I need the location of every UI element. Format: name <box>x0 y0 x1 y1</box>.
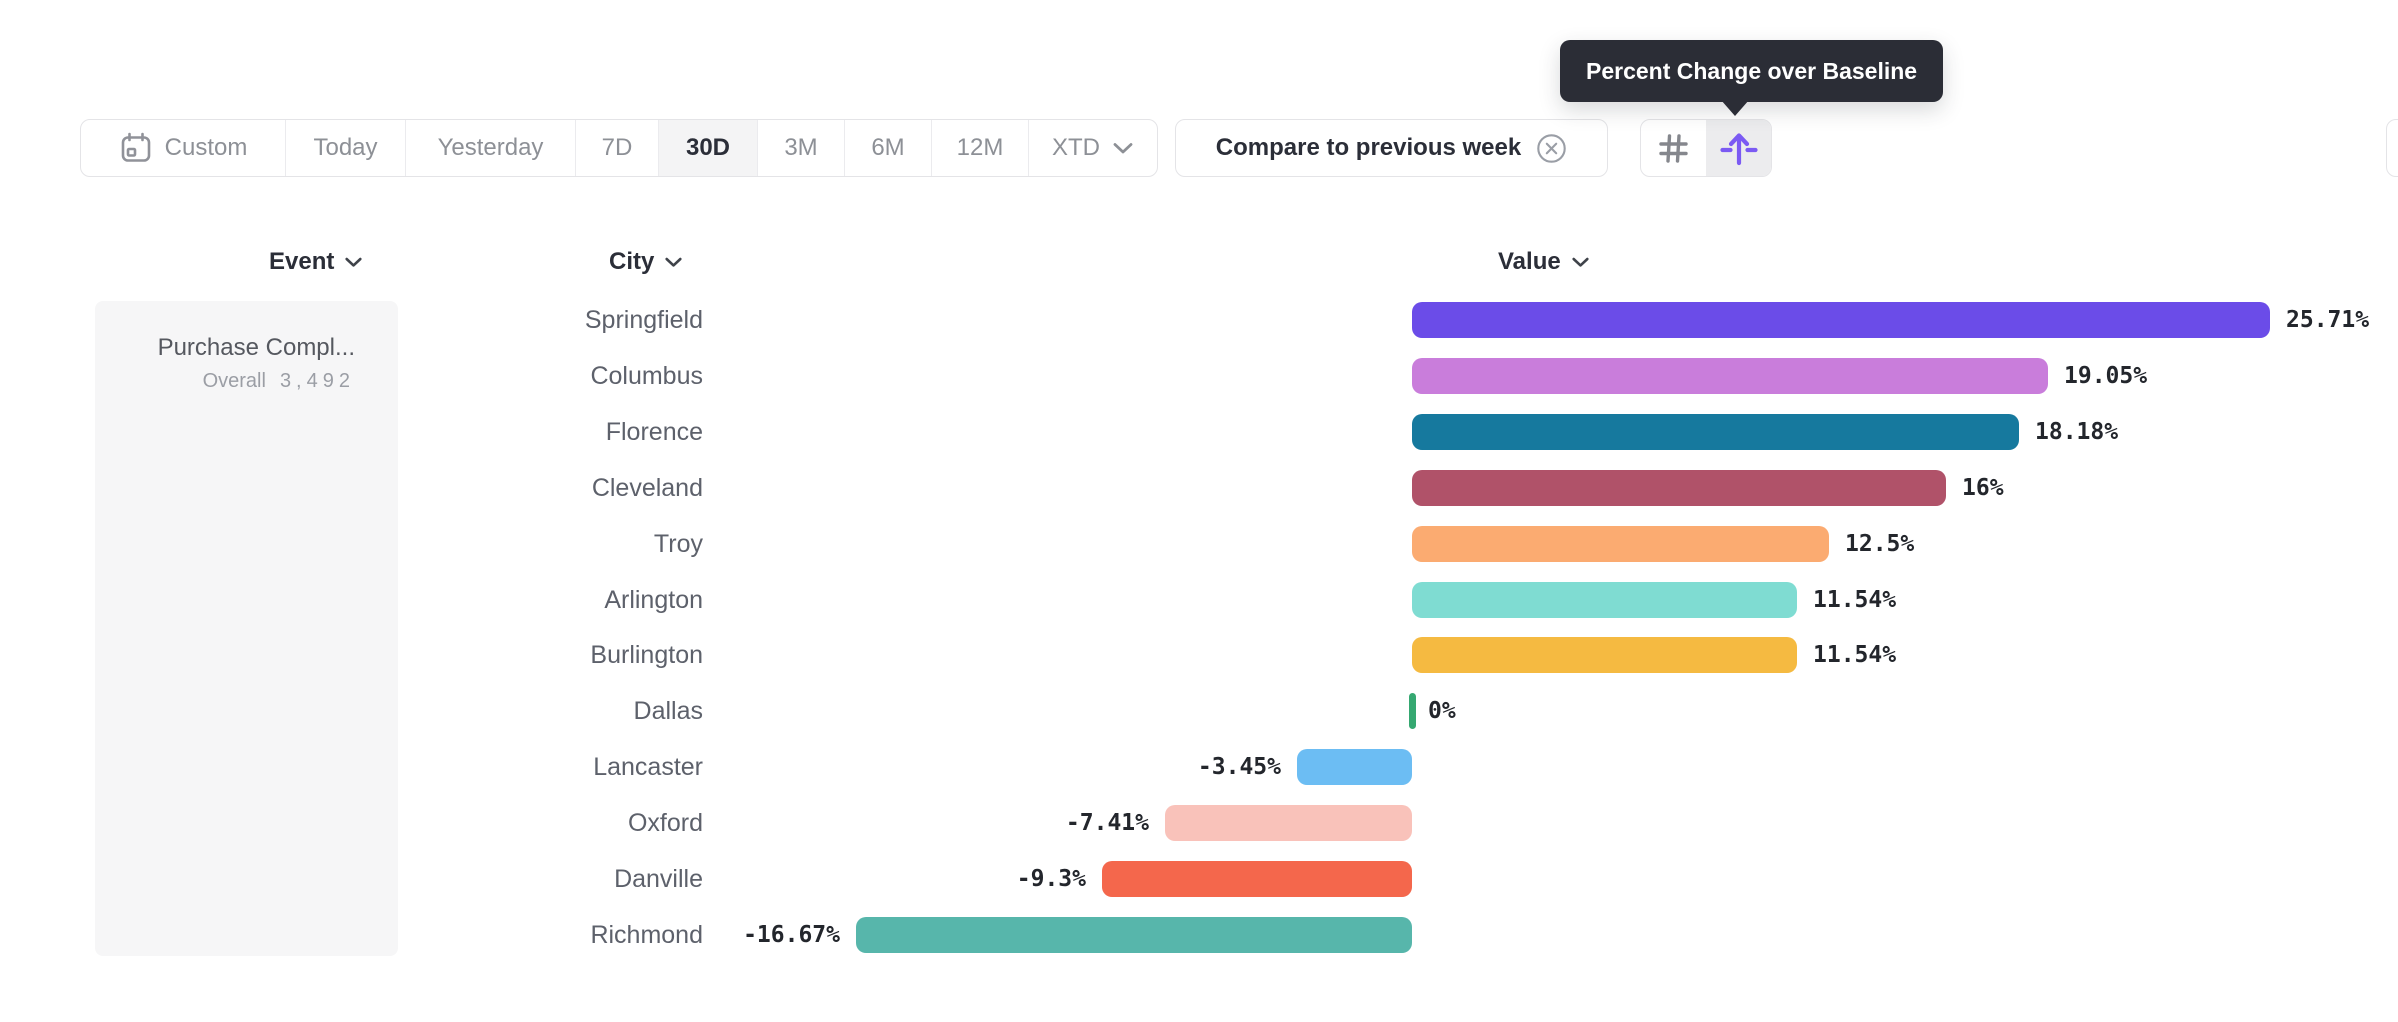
date-range-6m[interactable]: 6M <box>845 120 932 176</box>
date-range-label: 3M <box>784 134 818 161</box>
date-range-group: Custom Today Yesterday 7D 30D 3M 6M 12M XTD <box>80 119 1158 177</box>
chart-row-florence: Florence 18.18% <box>0 404 2398 460</box>
circle-x-icon[interactable] <box>1536 133 1567 164</box>
tooltip-text: Percent Change over Baseline <box>1586 57 1918 84</box>
column-header-event[interactable]: Event <box>269 248 363 276</box>
city-label: Troy <box>653 530 703 558</box>
date-range-label: Yesterday <box>437 134 544 161</box>
date-range-label: 12M <box>956 134 1004 161</box>
value-label: 11.54% <box>1813 642 1897 668</box>
chart-row-springfield: Springfield 25.71% <box>0 292 2398 348</box>
chevron-down-icon <box>345 257 363 267</box>
chart-row-dallas: Dallas 0% <box>0 683 2398 739</box>
bar-florence[interactable] <box>1412 414 2019 450</box>
city-label: Dallas <box>633 697 703 725</box>
chart-row-arlington: Arlington 11.54% <box>0 572 2398 628</box>
date-range-custom[interactable]: Custom <box>81 120 286 176</box>
chart-row-oxford: Oxford -7.41% <box>0 795 2398 851</box>
column-header-value[interactable]: Value <box>1498 248 1590 276</box>
compare-chip[interactable]: Compare to previous week <box>1175 119 1608 177</box>
value-label: 18.18% <box>2035 419 2119 445</box>
date-range-xtd[interactable]: XTD <box>1029 120 1157 176</box>
bar-danville[interactable] <box>1102 861 1412 897</box>
hash-icon <box>1659 133 1688 163</box>
chart-row-lancaster: Lancaster -3.45% <box>0 739 2398 795</box>
city-label: Burlington <box>590 641 703 669</box>
value-label: 11.54% <box>1813 587 1897 613</box>
value-header-label: Value <box>1498 248 1561 275</box>
bar-cleveland[interactable] <box>1412 470 1946 506</box>
value-label: 12.5% <box>1845 531 1915 557</box>
event-title: Purchase Compl... <box>157 334 355 361</box>
value-label: -3.45% <box>1197 754 1281 780</box>
city-header-label: City <box>609 248 655 275</box>
tooltip-caret <box>1721 100 1749 116</box>
bar-burlington[interactable] <box>1412 637 1797 673</box>
city-label: Cleveland <box>591 474 703 502</box>
bar-richmond[interactable] <box>856 917 1412 953</box>
city-label: Lancaster <box>593 753 703 781</box>
date-range-30d[interactable]: 30D <box>659 120 758 176</box>
toolbar: Custom Today Yesterday 7D 30D 3M 6M 12M XTD Comp… <box>0 119 2398 177</box>
value-label: -9.3% <box>1016 866 1086 892</box>
date-range-7d[interactable]: 7D <box>576 120 659 176</box>
column-header-city[interactable]: City <box>609 248 683 276</box>
calendar-icon <box>121 132 150 162</box>
date-range-label: Today <box>313 134 378 161</box>
date-range-12m[interactable]: 12M <box>932 120 1029 176</box>
value-label: 16% <box>1962 475 2004 501</box>
compare-chip-label: Compare to previous week <box>1215 134 1522 161</box>
value-label: 0% <box>1428 698 1456 724</box>
event-breakdown: Overall 3,492 <box>95 370 355 393</box>
date-range-label: XTD <box>1052 134 1100 161</box>
tooltip: Percent Change over Baseline <box>1560 40 1944 102</box>
bar-arlington[interactable] <box>1412 582 1797 618</box>
value-display-toggle <box>1640 119 1772 177</box>
city-label: Oxford <box>627 809 703 837</box>
bar-columbus[interactable] <box>1412 358 2048 394</box>
city-label: Springfield <box>584 306 703 334</box>
event-breakdown-label: Overall <box>202 370 266 392</box>
date-range-yesterday[interactable]: Yesterday <box>406 120 576 176</box>
chevron-down-icon <box>665 257 682 267</box>
date-range-3m[interactable]: 3M <box>758 120 845 176</box>
bar-oxford[interactable] <box>1165 805 1412 841</box>
chart-row-cleveland: Cleveland 16% <box>0 460 2398 516</box>
city-label: Richmond <box>590 921 703 949</box>
event-breakdown-value: 3,492 <box>279 370 355 392</box>
bar-troy[interactable] <box>1412 526 1829 562</box>
city-label: Arlington <box>604 586 703 614</box>
bar-dallas[interactable] <box>1409 693 1416 729</box>
chevron-down-icon <box>1572 257 1589 267</box>
percent-change-view-button[interactable] <box>1706 120 1771 176</box>
city-label: Columbus <box>590 362 703 390</box>
bar-springfield[interactable] <box>1412 302 2270 338</box>
city-label: Danville <box>614 865 703 893</box>
chevron-down-icon <box>1113 143 1133 154</box>
value-label: 19.05% <box>2064 363 2148 389</box>
city-label: Florence <box>605 418 703 446</box>
percent-change-icon <box>1719 133 1758 166</box>
chart-row-troy: Troy 12.5% <box>0 516 2398 572</box>
date-range-label: 7D <box>601 134 633 161</box>
chart-row-richmond: Richmond -16.67% <box>0 907 2398 963</box>
chart-row-columbus: Columbus 19.05% <box>0 348 2398 404</box>
value-label: -7.41% <box>1065 810 1149 836</box>
date-range-label: Custom <box>164 134 248 161</box>
bar-lancaster[interactable] <box>1297 749 1412 785</box>
date-range-today[interactable]: Today <box>286 120 406 176</box>
number-view-button[interactable] <box>1641 120 1706 176</box>
chart-row-burlington: Burlington 11.54% <box>0 627 2398 683</box>
value-label: -16.67% <box>743 922 840 948</box>
value-label: 25.71% <box>2286 307 2370 333</box>
date-range-label: 30D <box>685 134 731 161</box>
event-header-label: Event <box>269 248 335 275</box>
date-range-label: 6M <box>871 134 905 161</box>
chart-row-danville: Danville -9.3% <box>0 851 2398 907</box>
clipped-toolbar-button[interactable] <box>2386 119 2398 177</box>
event-panel[interactable]: Purchase Compl... Overall 3,492 <box>95 301 398 956</box>
